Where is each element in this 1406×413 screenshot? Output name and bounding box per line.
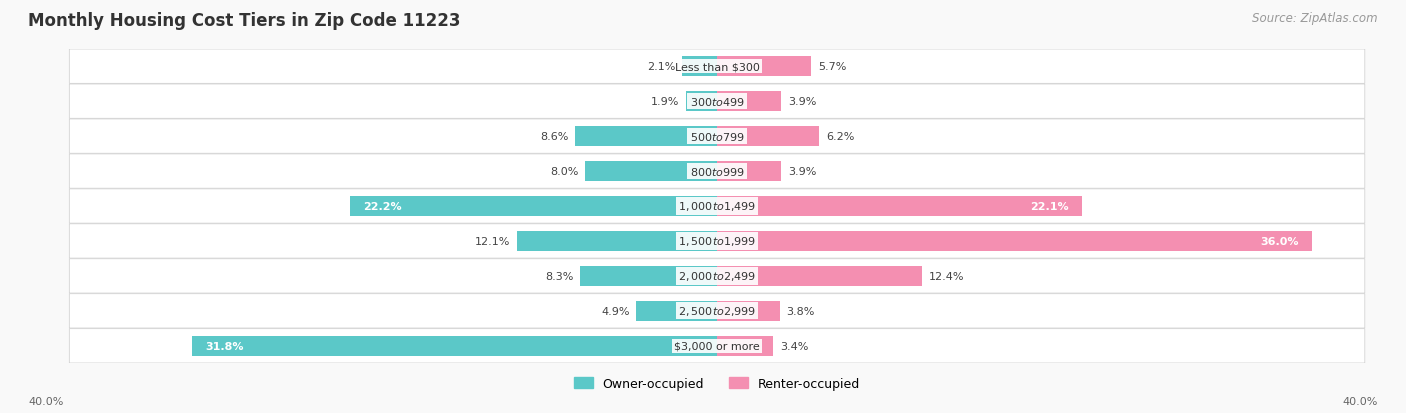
Text: $800 to $999: $800 to $999 xyxy=(689,166,745,178)
Bar xyxy=(717,161,782,182)
Bar xyxy=(717,197,1083,216)
Text: 40.0%: 40.0% xyxy=(1343,396,1378,406)
FancyBboxPatch shape xyxy=(69,294,1365,328)
Text: 12.1%: 12.1% xyxy=(475,236,510,247)
Bar xyxy=(717,92,782,112)
Text: $300 to $499: $300 to $499 xyxy=(689,96,745,108)
Text: 3.4%: 3.4% xyxy=(780,341,808,351)
Bar xyxy=(682,57,717,77)
Text: 31.8%: 31.8% xyxy=(205,341,243,351)
Bar xyxy=(717,231,1312,252)
Text: 8.3%: 8.3% xyxy=(546,271,574,281)
Text: $1,000 to $1,499: $1,000 to $1,499 xyxy=(678,200,756,213)
Bar xyxy=(717,336,773,356)
Text: Monthly Housing Cost Tiers in Zip Code 11223: Monthly Housing Cost Tiers in Zip Code 1… xyxy=(28,12,461,30)
Text: 3.9%: 3.9% xyxy=(789,166,817,177)
FancyBboxPatch shape xyxy=(69,120,1365,154)
Legend: Owner-occupied, Renter-occupied: Owner-occupied, Renter-occupied xyxy=(569,372,865,395)
FancyBboxPatch shape xyxy=(69,190,1365,223)
Text: 2.1%: 2.1% xyxy=(647,62,676,72)
Text: 6.2%: 6.2% xyxy=(827,132,855,142)
Bar xyxy=(579,266,717,286)
Bar xyxy=(585,161,717,182)
FancyBboxPatch shape xyxy=(69,50,1365,84)
Text: $2,500 to $2,999: $2,500 to $2,999 xyxy=(678,305,756,318)
Bar xyxy=(686,92,717,112)
Text: $3,000 or more: $3,000 or more xyxy=(675,341,759,351)
Text: $1,500 to $1,999: $1,500 to $1,999 xyxy=(678,235,756,248)
Bar xyxy=(517,231,717,252)
Text: Source: ZipAtlas.com: Source: ZipAtlas.com xyxy=(1253,12,1378,25)
Text: 22.1%: 22.1% xyxy=(1031,202,1069,211)
Text: 4.9%: 4.9% xyxy=(600,306,630,316)
Text: $500 to $799: $500 to $799 xyxy=(689,131,745,143)
Bar xyxy=(350,197,717,216)
Bar xyxy=(717,57,811,77)
Text: 12.4%: 12.4% xyxy=(928,271,965,281)
FancyBboxPatch shape xyxy=(69,224,1365,259)
FancyBboxPatch shape xyxy=(69,154,1365,189)
Text: 3.8%: 3.8% xyxy=(786,306,815,316)
Bar xyxy=(717,266,922,286)
Text: Less than $300: Less than $300 xyxy=(675,62,759,72)
Bar xyxy=(575,127,717,147)
Text: $2,000 to $2,499: $2,000 to $2,499 xyxy=(678,270,756,283)
Text: 22.2%: 22.2% xyxy=(364,202,402,211)
Bar xyxy=(717,127,820,147)
Text: 8.6%: 8.6% xyxy=(540,132,568,142)
Text: 1.9%: 1.9% xyxy=(651,97,679,107)
FancyBboxPatch shape xyxy=(69,329,1365,363)
Bar xyxy=(717,301,780,321)
Bar xyxy=(191,336,717,356)
Text: 40.0%: 40.0% xyxy=(28,396,63,406)
Bar xyxy=(636,301,717,321)
Text: 36.0%: 36.0% xyxy=(1260,236,1299,247)
FancyBboxPatch shape xyxy=(69,85,1365,119)
Text: 8.0%: 8.0% xyxy=(550,166,578,177)
FancyBboxPatch shape xyxy=(69,259,1365,293)
Text: 3.9%: 3.9% xyxy=(789,97,817,107)
Text: 5.7%: 5.7% xyxy=(818,62,846,72)
